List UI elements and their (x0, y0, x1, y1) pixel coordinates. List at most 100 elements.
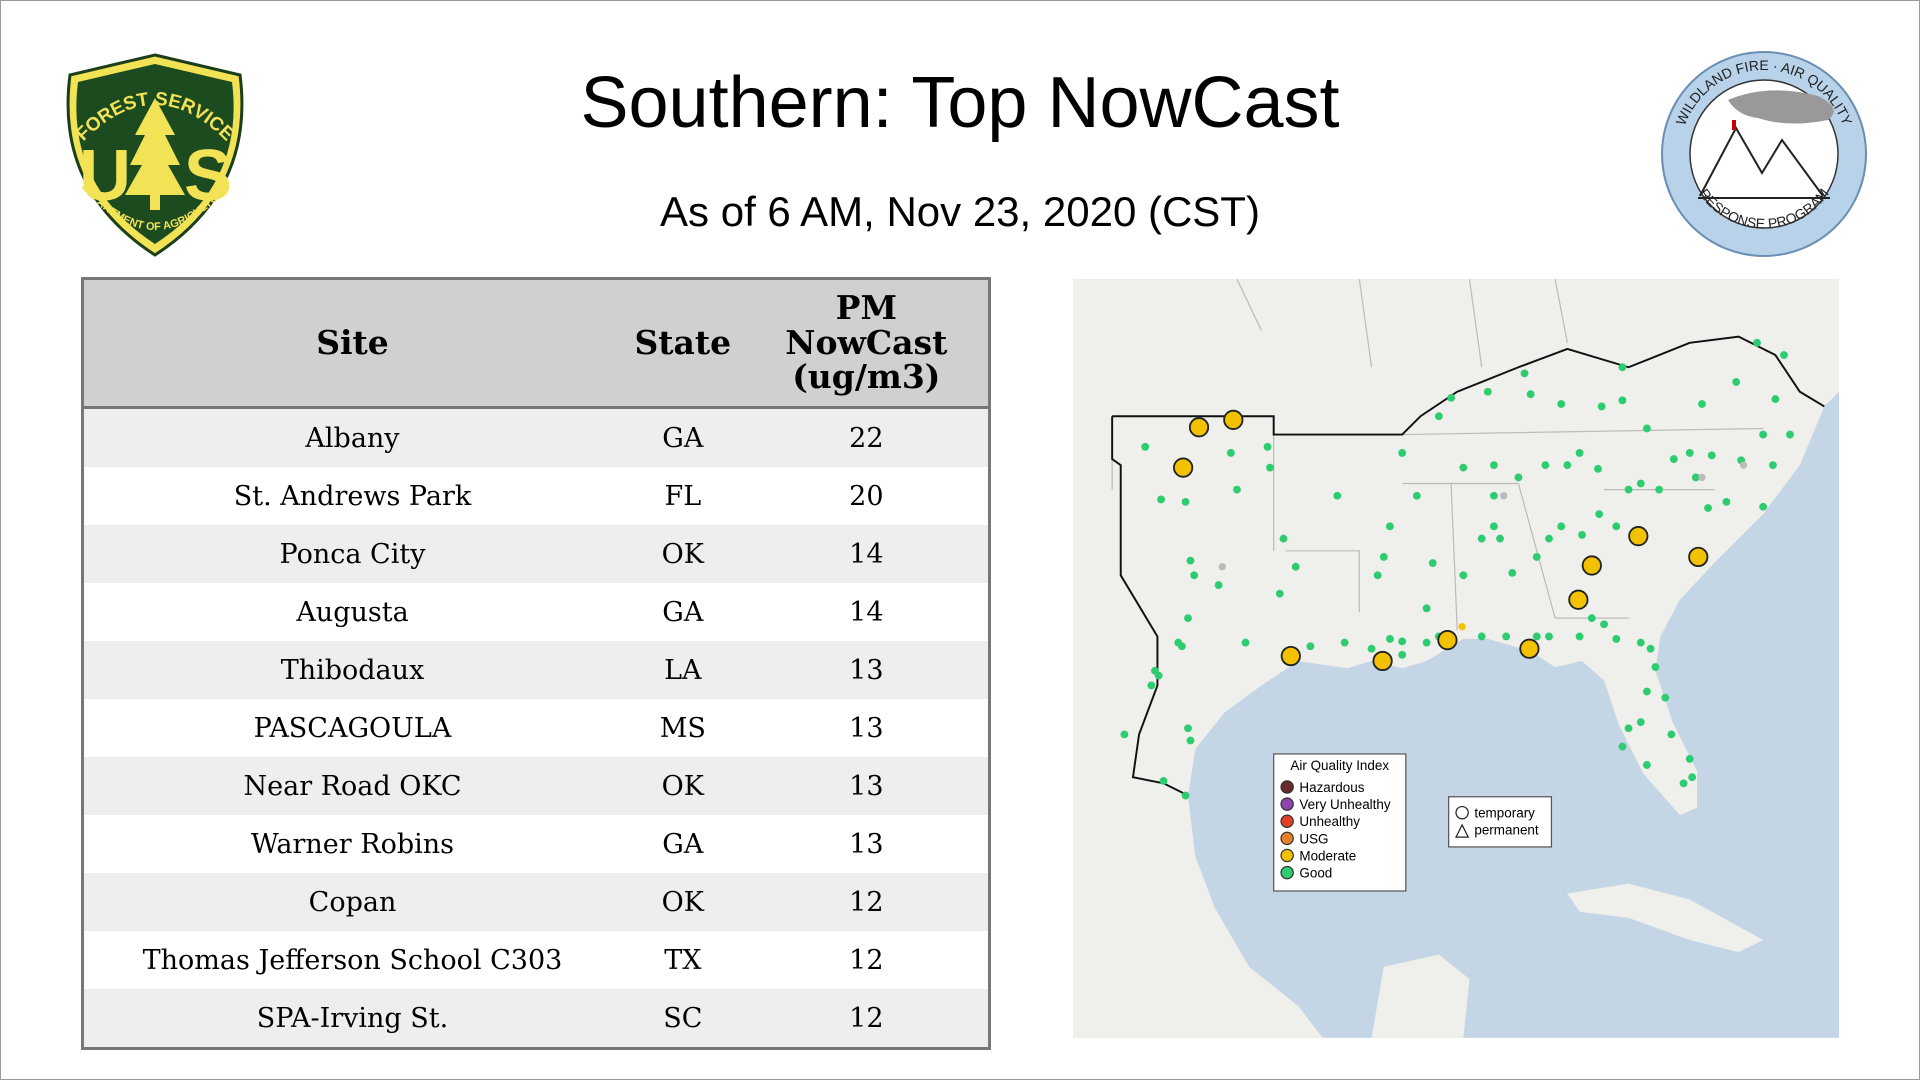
monitor-good (1186, 556, 1195, 565)
legend-swatch (1280, 848, 1294, 863)
aqi-legend: Air Quality Index Hazardous Very Unhealth… (1273, 753, 1407, 892)
monitor-good (1769, 461, 1777, 470)
monitor-good (1780, 351, 1788, 359)
monitor-good (1120, 730, 1129, 739)
table-cell: MS (621, 699, 745, 757)
monitor-good (1722, 497, 1731, 506)
monitor-good (1340, 638, 1349, 647)
legend-label: permanent (1474, 823, 1539, 838)
monitor-good (1379, 553, 1388, 561)
monitor-good (1557, 522, 1566, 531)
monitor-good (1661, 693, 1670, 702)
monitor-good (1181, 497, 1190, 506)
monitor-nodata (1500, 492, 1508, 500)
monitor-good (1691, 473, 1700, 482)
legend-label: temporary (1474, 806, 1535, 821)
legend-label: Good (1299, 866, 1332, 881)
forest-service-logo: FOREST SERVICE U S DEPARTMENT OF AGRICUL… (66, 53, 244, 257)
table-row: Thibodaux LA 13 (82, 641, 990, 699)
monitor-good (1624, 724, 1633, 733)
monitor-good (1459, 463, 1468, 472)
legend-label: Hazardous (1299, 780, 1364, 795)
monitor-good (1184, 614, 1192, 623)
monitor-good (1386, 522, 1394, 531)
monitor-good (1477, 534, 1486, 543)
monitor-good (1532, 632, 1541, 641)
monitor-good (1291, 562, 1300, 571)
monitor-good (1279, 534, 1288, 543)
monitor-good (1147, 681, 1156, 690)
monitor-good (1373, 571, 1382, 580)
monitor-nodata (1739, 461, 1748, 469)
monitor-nodata (1698, 473, 1706, 482)
monitor-good (1333, 491, 1342, 500)
table-cell: TX (621, 931, 745, 989)
table-cell: 14 (744, 583, 990, 641)
monitor-good (1679, 779, 1688, 788)
table-row: Copan OK 12 (82, 873, 990, 931)
column-header: State (621, 278, 745, 409)
table-row: Near Road OKC OK 13 (82, 757, 990, 815)
monitor-good (1688, 773, 1697, 782)
monitor-good (1428, 559, 1437, 567)
monitor-good (1612, 635, 1621, 643)
legend-swatch (1280, 780, 1294, 794)
table-body: Albany GA 22 St. Andrews Park FL 20 Ponca City… (82, 407, 990, 1049)
monitor-good (1490, 491, 1498, 500)
monitor-good (1184, 724, 1192, 733)
monitor-good (1141, 442, 1150, 451)
monitor-good (1434, 412, 1443, 421)
monitor-good (1186, 736, 1195, 745)
table-cell: 20 (744, 467, 990, 525)
monitor-moderate (1188, 417, 1210, 438)
monitor-good (1490, 461, 1498, 470)
monitor-good (1575, 449, 1584, 457)
monitor-good (1587, 614, 1596, 623)
monitor-good (1526, 390, 1535, 399)
table-cell: OK (621, 525, 745, 583)
monitor-good (1214, 581, 1223, 589)
monitor-good (1771, 395, 1780, 404)
table-cell: PASCAGOULA (82, 699, 621, 757)
monitor-good (1412, 491, 1421, 500)
monitor-good (1685, 754, 1694, 763)
monitor-good (1667, 730, 1676, 739)
monitor-good (1306, 642, 1315, 651)
table-cell: Albany (82, 407, 621, 467)
monitor-good (1502, 632, 1511, 641)
monitor-good (1157, 495, 1166, 504)
legend-swatch (1280, 814, 1294, 828)
table-cell: FL (621, 467, 745, 525)
monitor-good (1642, 687, 1651, 696)
table-cell: OK (621, 873, 745, 931)
table-cell: Copan (82, 873, 621, 931)
table-cell: GA (621, 407, 745, 467)
table-cell: 12 (744, 873, 990, 931)
monitor-good (1398, 637, 1407, 646)
monitor-good (1490, 522, 1498, 531)
column-header-text: PM NowCast (ug/m3) (785, 288, 948, 397)
monitor-good (1636, 479, 1645, 488)
monitor-good (1557, 400, 1566, 408)
monitor-good (1447, 393, 1456, 402)
table-cell: St. Andrews Park (82, 467, 621, 525)
air-quality-logo: WILDLAND FIRE · AIR QUALITY RESPONSE PRO… (1661, 51, 1867, 257)
table-cell: SPA-Irving St. (82, 989, 621, 1049)
monitor-good (1496, 534, 1504, 543)
monitor-good (1618, 396, 1627, 405)
monitor-good (1759, 430, 1768, 439)
table-cell: 14 (744, 525, 990, 583)
monitor-good (1398, 650, 1407, 659)
monitor-good (1545, 534, 1553, 543)
column-header: Site (82, 278, 621, 409)
monitor-moderate-small (1458, 623, 1466, 631)
table-row: St. Andrews Park FL 20 (82, 467, 990, 525)
monitor-good (1266, 463, 1274, 472)
shape-legend: temporary permanent (1448, 796, 1553, 848)
monitor-good (1477, 632, 1486, 641)
monitor-good (1422, 638, 1431, 647)
monitor-good (1263, 442, 1272, 451)
legend-swatch (1280, 831, 1294, 846)
monitor-good (1612, 522, 1621, 531)
monitor-good (1520, 369, 1529, 378)
